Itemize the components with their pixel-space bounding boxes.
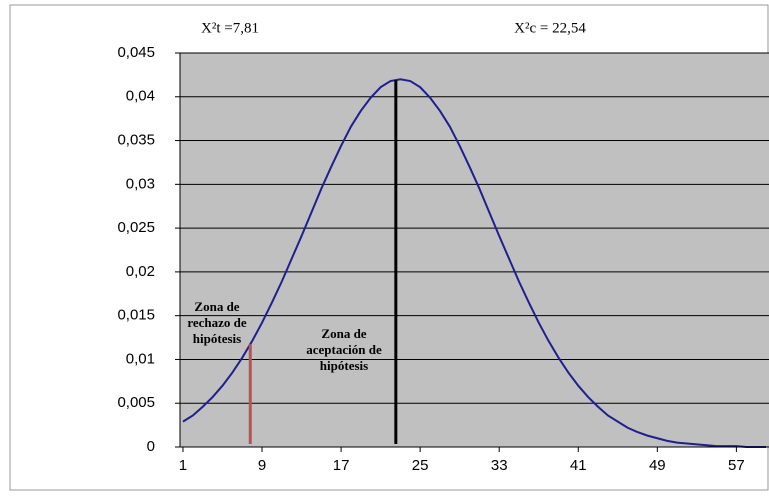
y-tick-label: 0,02: [126, 263, 155, 280]
x-tick-label: 1: [179, 457, 187, 474]
y-tick-label: 0: [147, 438, 155, 455]
marker-label: X²t =7,81: [201, 20, 259, 36]
line-series: [182, 78, 767, 448]
y-tick-label: 0,03: [126, 175, 155, 192]
annotation: Zona de: [321, 326, 366, 341]
x-tick-label: 41: [570, 457, 587, 474]
y-tick-label: 0,025: [117, 219, 155, 236]
y-tick-label: 0,04: [126, 88, 155, 105]
x-tick-label: 33: [491, 457, 508, 474]
x-tick-label: 9: [258, 457, 266, 474]
x-tick-label: 57: [728, 457, 745, 474]
y-tick-label: 0,045: [117, 44, 155, 61]
x-tick-label: 49: [649, 457, 666, 474]
plot-area: [180, 53, 769, 447]
marker-label: X²c = 22,54: [514, 20, 586, 36]
x-tick-label: 25: [412, 457, 429, 474]
y-tick-label: 0,01: [126, 350, 155, 367]
annotation: aceptación de: [306, 342, 382, 357]
y-tick-label: 0,015: [117, 307, 155, 324]
annotation: Zona de: [194, 299, 239, 314]
x-tick-label: 17: [333, 457, 350, 474]
y-tick-label: 0,035: [117, 132, 155, 149]
annotation: hipótesis: [193, 331, 241, 346]
y-tick-label: 0,005: [117, 394, 155, 411]
annotation: rechazo de: [187, 315, 247, 330]
annotation: hipótesis: [320, 358, 368, 373]
